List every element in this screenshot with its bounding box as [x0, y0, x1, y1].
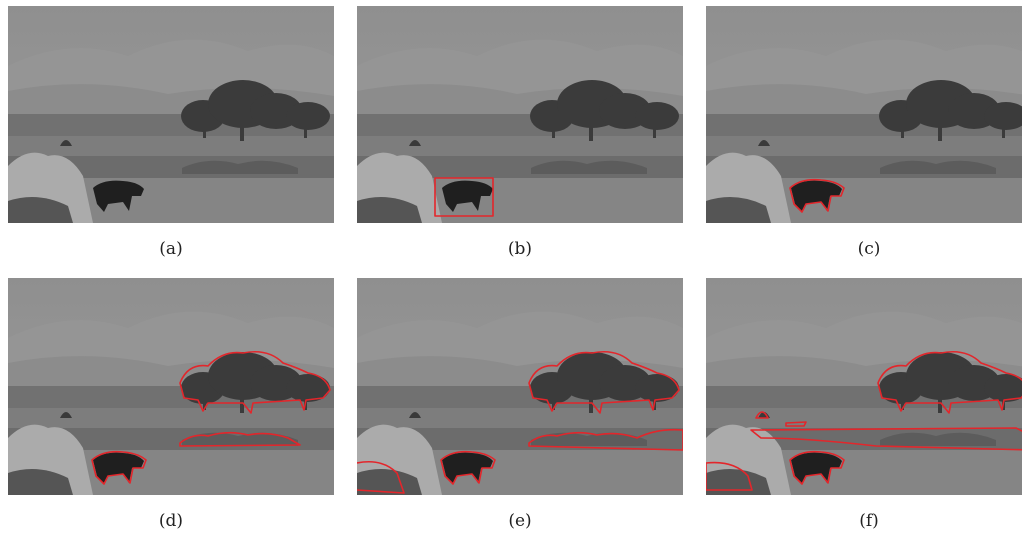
caption: (a) [8, 239, 334, 259]
caption: (e) [357, 511, 683, 531]
image-b [357, 6, 683, 223]
image-f [706, 278, 1022, 495]
image-c [706, 6, 1022, 223]
caption: (f) [706, 511, 1022, 531]
image-d [8, 278, 334, 495]
caption: (b) [357, 239, 683, 259]
caption: (d) [8, 511, 334, 531]
image-a [8, 6, 334, 223]
image-e [357, 278, 683, 495]
figure: (a) (b) (c) (d) (e) (f) [0, 0, 1022, 536]
caption: (c) [706, 239, 1022, 259]
